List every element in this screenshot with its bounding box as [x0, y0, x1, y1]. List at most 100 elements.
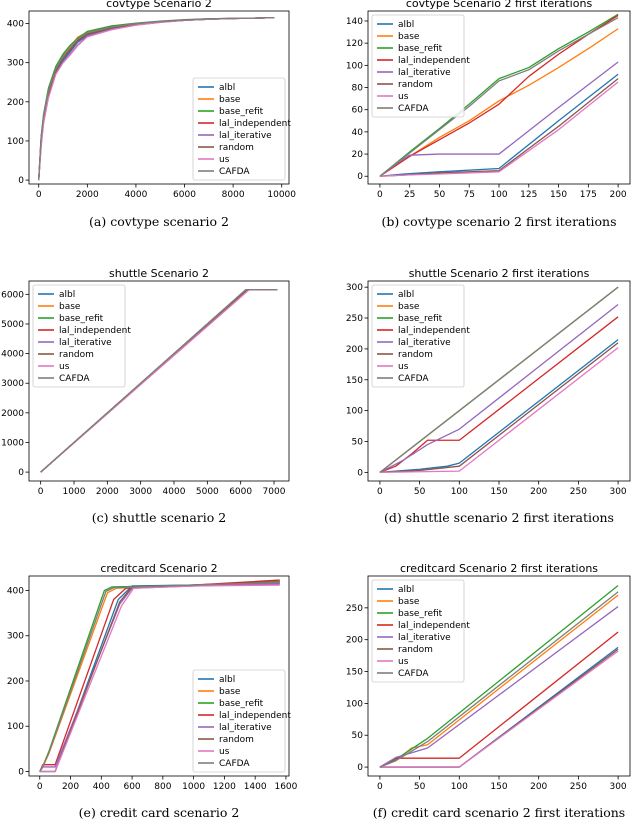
y-tick-label: 400 — [7, 20, 24, 30]
series-line-CAFDA — [39, 581, 280, 772]
y-tick-label: 250 — [346, 314, 363, 324]
x-tick-label: 200 — [530, 487, 547, 497]
series-line-CAFDA — [379, 286, 619, 473]
x-tick-label: 200 — [530, 782, 547, 792]
x-tick-label: 3000 — [129, 487, 152, 497]
x-tick-label: 1000 — [182, 782, 205, 792]
legend-label-base: base — [59, 302, 81, 312]
x-tick-label: 0 — [377, 782, 383, 792]
legend-label-us: us — [398, 362, 409, 372]
y-tick-label: 40 — [352, 128, 364, 138]
x-tick-label: 1400 — [244, 782, 267, 792]
y-tick-label: 100 — [7, 722, 24, 732]
legend-label-us: us — [398, 92, 409, 102]
legend: albl base base_refit lal_independent lal_ite… — [371, 284, 470, 388]
legend-label-lal_independent: lal_independent — [398, 326, 470, 336]
y-tick-label: 50 — [352, 437, 364, 447]
series-line-base_refit — [379, 13, 619, 177]
legend-label-albl: albl — [398, 585, 414, 595]
x-tick-label: 250 — [570, 487, 587, 497]
legend-label-random: random — [398, 350, 433, 360]
legend-box — [32, 284, 126, 388]
series-line-us — [39, 584, 280, 773]
x-tick-label: 2000 — [96, 487, 119, 497]
chart-d: shuttle Scenario 2 first iterations 0 50 10… — [346, 267, 631, 525]
series-line-us — [379, 81, 619, 177]
y-tick-label: 0 — [357, 763, 363, 773]
figure-caption: (e) credit card scenario 2 — [79, 805, 240, 820]
legend-box — [192, 669, 286, 773]
y-tick-label: 1000 — [1, 438, 24, 448]
plot-frame — [28, 280, 290, 482]
x-tick-label: 150 — [490, 487, 507, 497]
x-tick-label: 5000 — [196, 487, 219, 497]
legend-label-us: us — [219, 155, 230, 165]
series-line-albl — [379, 339, 619, 474]
x-tick-label: 6000 — [173, 190, 196, 200]
series-line-lal_independent — [379, 14, 619, 177]
chart-title: shuttle Scenario 2 — [109, 267, 209, 280]
y-tick-label: 100 — [346, 407, 363, 417]
y-tick-label: 300 — [7, 632, 24, 642]
legend-label-lal_iterative: lal_iterative — [398, 68, 451, 78]
x-tick-label: 200 — [609, 190, 626, 200]
y-tick-label: 0 — [18, 468, 24, 478]
legend-label-lal_iterative: lal_iterative — [219, 723, 272, 733]
y-tick-label: 200 — [7, 98, 24, 108]
x-tick-label: 0 — [37, 782, 43, 792]
y-tick-label: 3000 — [1, 379, 24, 389]
x-tick-label: 8000 — [222, 190, 245, 200]
y-tick-label: 100 — [346, 699, 363, 709]
series-lines — [38, 17, 275, 181]
y-tick-label: 300 — [7, 59, 24, 69]
y-tick-label: 150 — [346, 376, 363, 386]
legend: albl base base_refit lal_independent lal_ite… — [371, 579, 470, 683]
figure-caption: (b) covtype scenario 2 first iterations — [381, 214, 616, 229]
x-tick-label: 125 — [520, 190, 537, 200]
x-tick-label: 250 — [570, 782, 587, 792]
x-tick-label: 7000 — [263, 487, 286, 497]
figure-caption: (c) shuttle scenario 2 — [92, 510, 226, 525]
y-tick-label: 2000 — [1, 409, 24, 419]
x-tick-label: 200 — [62, 782, 79, 792]
y-tick-label: 200 — [346, 636, 363, 646]
legend-label-base_refit: base_refit — [219, 699, 264, 709]
series-lines — [379, 585, 619, 768]
y-tick-label: 400 — [7, 586, 24, 596]
legend-label-lal_independent: lal_independent — [59, 326, 131, 336]
legend-label-albl: albl — [398, 20, 414, 30]
series-lines — [39, 579, 280, 773]
chart-title: shuttle Scenario 2 first iterations — [409, 267, 590, 280]
x-tick-label: 6000 — [229, 487, 252, 497]
legend-label-CAFDA: CAFDA — [219, 167, 250, 177]
legend-label-base: base — [219, 687, 241, 697]
x-tick-label: 4000 — [124, 190, 147, 200]
y-tick-label: 200 — [346, 345, 363, 355]
y-tick-label: 200 — [7, 677, 24, 687]
y-tick-label: 0 — [18, 176, 24, 186]
legend-label-lal_independent: lal_independent — [219, 711, 291, 721]
x-tick-label: 150 — [550, 190, 567, 200]
legend-box — [371, 579, 465, 683]
x-tick-label: 2000 — [76, 190, 99, 200]
legend-label-CAFDA: CAFDA — [398, 104, 429, 114]
figure-caption: (f) credit card scenario 2 first iterati… — [373, 805, 625, 820]
legend-label-us: us — [398, 657, 409, 667]
y-tick-label: 50 — [352, 731, 364, 741]
legend-label-lal_iterative: lal_iterative — [398, 338, 451, 348]
x-tick-label: 0 — [38, 487, 44, 497]
y-tick-label: 0 — [18, 767, 24, 777]
chart-c: shuttle Scenario 2 0 1000 2000 3000 4000 5000 6… — [1, 267, 290, 525]
x-tick-label: 600 — [123, 782, 140, 792]
y-tick-label: 140 — [346, 17, 363, 27]
chart-f: creditcard Scenario 2 first iterations 0 5… — [346, 562, 631, 820]
legend-label-base_refit: base_refit — [59, 314, 104, 324]
x-tick-label: 25 — [404, 190, 415, 200]
legend-label-albl: albl — [219, 675, 235, 685]
series-line-CAFDA — [38, 17, 275, 181]
x-tick-label: 75 — [464, 190, 475, 200]
legend-label-lal_independent: lal_independent — [398, 56, 470, 66]
legend-box — [371, 284, 465, 388]
legend: albl base base_refit lal_independent lal_ite… — [371, 14, 470, 118]
